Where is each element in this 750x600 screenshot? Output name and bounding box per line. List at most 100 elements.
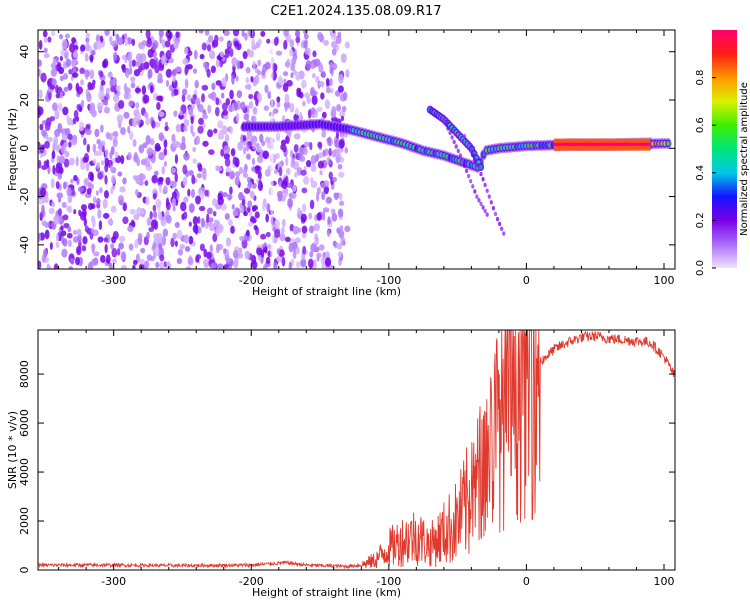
spec-noise-speck [128, 100, 134, 107]
spec-noise-speck [232, 249, 239, 259]
spec-noise-speck [116, 114, 124, 123]
spec-noise-speck [241, 30, 245, 37]
spec-noise-speck [49, 242, 53, 250]
spec-noise-speck [141, 173, 146, 181]
spec-noise-speck [240, 101, 246, 111]
spec-noise-speck [281, 188, 289, 195]
spec-noise-speck [243, 211, 248, 217]
spec-noise-speck [331, 40, 338, 49]
spec-noise-speck [303, 40, 308, 49]
spec-noise-speck [131, 38, 136, 46]
spec-noise-speck [124, 56, 128, 64]
spec-noise-speck [97, 209, 102, 219]
spec-noise-speck [251, 38, 256, 48]
spec-noise-speck [151, 120, 156, 129]
spec-noise-speck [231, 57, 238, 67]
spec-noise-speck [266, 203, 271, 213]
spec-faint-point [493, 211, 498, 217]
spec-noise-speck [38, 198, 44, 205]
spec-noise-speck [242, 50, 248, 60]
spec-noise-speck [190, 188, 196, 198]
spec-noise-speck [327, 216, 331, 225]
spec-noise-speck [48, 91, 52, 101]
spec-xtick-label: -200 [239, 274, 264, 287]
spec-noise-speck [310, 180, 318, 189]
spec-trace [240, 118, 672, 173]
spec-noise-speck [204, 189, 209, 197]
spec-faint-point [467, 143, 471, 148]
spec-noise-speck [183, 196, 189, 203]
spec-noise-speck [52, 58, 56, 68]
spec-noise-speck [339, 110, 346, 118]
spec-faint-point [471, 152, 475, 158]
spec-noise-speck [229, 89, 234, 100]
spec-noise-speck [110, 243, 115, 250]
spec-noise-speck [68, 157, 75, 166]
spec-noise-speck [155, 198, 162, 208]
spec-faint-point [489, 200, 493, 205]
spec-noise-speck [83, 137, 87, 146]
spec-noise-speck [111, 40, 117, 48]
spec-noise-speck [60, 230, 67, 237]
spec-noise-speck [120, 155, 125, 165]
spec-noise-speck [340, 236, 346, 246]
spec-noise-speck [140, 247, 146, 254]
spec-noise-speck [234, 176, 240, 187]
spec-noise-speck [310, 63, 315, 70]
spec-faint-point [464, 168, 469, 174]
spec-noise-speck [146, 147, 154, 156]
spec-noise-speck [62, 214, 69, 221]
spec-noise-speck [181, 135, 186, 145]
spec-noise-speck [59, 75, 64, 82]
spec-noise-speck [49, 84, 56, 90]
spec-noise-speck [257, 170, 262, 180]
spec-noise-speck [145, 134, 151, 145]
spec-noise-speck [296, 246, 300, 255]
spec-noise-speck [187, 188, 191, 197]
spec-noise-speck [108, 262, 113, 269]
spec-noise-speck [109, 79, 115, 88]
spec-noise-speck [265, 213, 269, 223]
spec-noise-speck [336, 227, 340, 234]
spec-noise-speck [145, 196, 150, 206]
spec-noise-speck [98, 220, 103, 231]
spec-noise-speck [316, 212, 322, 221]
spec-noise-speck [254, 165, 261, 172]
spec-noise-speck [164, 125, 169, 132]
spec-noise-speck [159, 254, 165, 262]
spec-noise-speck [180, 201, 187, 212]
spec-noise-speck [290, 192, 297, 199]
spec-noise-speck [242, 135, 247, 142]
spec-noise-speck [171, 90, 175, 97]
spec-noise-speck [124, 38, 129, 47]
spec-faint-point [458, 153, 462, 158]
spec-noise-speck [41, 129, 47, 137]
spec-noise-speck [85, 128, 92, 136]
spec-noise-speck [223, 144, 231, 154]
spec-noise-speck [276, 255, 283, 263]
spec-noise-speck [136, 157, 140, 167]
spec-noise-speck [201, 84, 209, 91]
spec-noise-speck [152, 41, 157, 51]
spec-noise-speck [202, 109, 207, 115]
spec-noise-speck [57, 102, 63, 112]
spec-noise-speck [67, 226, 72, 233]
spec-noise-speck [182, 176, 188, 186]
spec-noise-speck [322, 207, 330, 213]
spec-noise-speck [163, 160, 167, 167]
spec-noise-speck [257, 59, 262, 67]
spec-noise-speck [291, 244, 297, 252]
spec-noise-speck [39, 144, 45, 154]
spec-noise-speck [66, 114, 70, 123]
spec-noise-speck [112, 138, 118, 148]
spec-noise-speck [210, 262, 217, 269]
spec-noise-speck [165, 176, 171, 186]
spec-noise-speck [41, 220, 48, 227]
spec-noise-speck [105, 254, 111, 265]
spec-noise-speck [309, 199, 315, 210]
spec-noise-speck [177, 248, 184, 256]
spec-noise-speck [70, 257, 75, 265]
spec-noise-speck [91, 243, 96, 251]
spec-noise-speck [128, 130, 134, 141]
spec-noise-speck [138, 41, 144, 50]
